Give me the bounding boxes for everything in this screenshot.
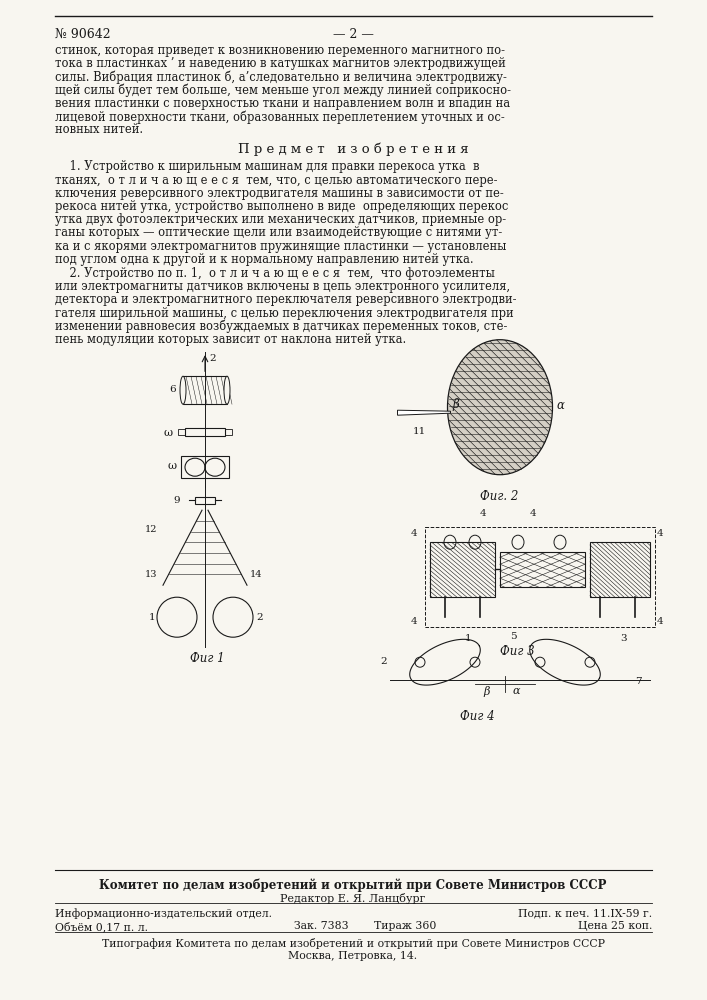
Text: новных нитей.: новных нитей. (55, 123, 143, 136)
Text: пень модуляции которых зависит от наклона нитей утка.: пень модуляции которых зависит от наклон… (55, 333, 407, 346)
Text: ω: ω (163, 428, 172, 438)
Text: — 2 —: — 2 — (332, 28, 373, 41)
Text: Москва, Петровка, 14.: Москва, Петровка, 14. (288, 951, 418, 961)
Text: 1: 1 (149, 613, 156, 622)
Text: 2. Устройство по п. 1,  о т л и ч а ю щ е е с я  тем,  что фотоэлементы: 2. Устройство по п. 1, о т л и ч а ю щ е… (55, 267, 495, 280)
Text: ω: ω (167, 461, 176, 471)
Polygon shape (397, 410, 450, 415)
Text: 4: 4 (657, 617, 664, 626)
Text: β: β (483, 686, 489, 697)
Text: силы. Вибрация пластинок б, а’следовательно и величина электродвижу-: силы. Вибрация пластинок б, а’следовател… (55, 70, 507, 84)
Text: ключения реверсивного электродвигателя машины в зависимости от пе-: ключения реверсивного электродвигателя м… (55, 187, 504, 200)
Text: изменении равновесия возбуждаемых в датчиках переменных токов, сте-: изменении равновесия возбуждаемых в датч… (55, 320, 508, 333)
Text: Подп. к печ. 11.IX-59 г.: Подп. к печ. 11.IX-59 г. (518, 908, 652, 918)
Bar (195, 497, 215, 504)
Text: Фиг 1: Фиг 1 (190, 652, 225, 665)
Text: вения пластинки с поверхностью ткани и направлением волн и впадин на: вения пластинки с поверхностью ткани и н… (55, 97, 510, 110)
Text: 14: 14 (250, 570, 262, 579)
Text: стинок, которая приведет к возникновению переменного магнитного по-: стинок, которая приведет к возникновению… (55, 44, 505, 57)
Text: Объём 0,17 п. л.: Объём 0,17 п. л. (55, 921, 148, 932)
Text: 3: 3 (620, 634, 626, 643)
Bar (425, 527, 655, 627)
Text: рекоса нитей утка, устройство выполнено в виде  определяющих перекос: рекоса нитей утка, устройство выполнено … (55, 200, 508, 213)
Bar (500, 552, 585, 587)
Text: 4: 4 (530, 509, 537, 518)
Text: Комитет по делам изобретений и открытий при Совете Министров СССР: Комитет по делам изобретений и открытий … (99, 878, 607, 892)
Text: Редактор Е. Я. Ланцбург: Редактор Е. Я. Ланцбург (280, 893, 426, 904)
Bar (590, 542, 650, 597)
Text: 1: 1 (465, 634, 472, 643)
Text: Информационно-издательский отдел.: Информационно-издательский отдел. (55, 908, 272, 919)
Text: ка и с якорями электромагнитов пружинящие пластинки — установлены: ка и с якорями электромагнитов пружинящи… (55, 240, 506, 253)
Text: или электромагниты датчиков включены в цепь электронного усилителя,: или электромагниты датчиков включены в ц… (55, 280, 510, 293)
Text: лицевой поверхности ткани, образованных переплетением уточных и ос-: лицевой поверхности ткани, образованных … (55, 110, 505, 123)
Text: гателя ширильной машины, с целью переключения электродвигателя при: гателя ширильной машины, с целью переклю… (55, 307, 513, 320)
Text: 9: 9 (173, 496, 180, 505)
Text: детектора и электромагнитного переключателя реверсивного электродви-: детектора и электромагнитного переключат… (55, 293, 517, 306)
Text: 7: 7 (635, 677, 642, 686)
Text: 4: 4 (411, 529, 418, 538)
Text: 6: 6 (169, 385, 175, 394)
Bar (185, 428, 225, 436)
Text: П р е д м е т   и з о б р е т е н и я: П р е д м е т и з о б р е т е н и я (238, 142, 468, 156)
Bar (178, 429, 185, 435)
Bar (430, 542, 495, 597)
Ellipse shape (224, 376, 230, 404)
Text: 1. Устройство к ширильным машинам для правки перекоса утка  в: 1. Устройство к ширильным машинам для пр… (55, 160, 479, 173)
Text: Цена 25 коп.: Цена 25 коп. (578, 921, 652, 931)
Text: 12: 12 (145, 525, 158, 534)
Text: щей силы будет тем больше, чем меньше угол между линией соприкосно-: щей силы будет тем больше, чем меньше уг… (55, 84, 511, 97)
Text: 5: 5 (510, 632, 517, 641)
Text: 4: 4 (411, 617, 418, 626)
Text: 4: 4 (480, 509, 486, 518)
Text: 2: 2 (209, 354, 216, 363)
Text: 4: 4 (657, 529, 664, 538)
Text: Типография Комитета по делам изобретений и открытий при Совете Министров СССР: Типография Комитета по делам изобретений… (102, 938, 604, 949)
Bar (181, 456, 229, 478)
Text: α: α (513, 686, 520, 696)
Text: 2: 2 (256, 613, 262, 622)
Text: Зак. 7383: Зак. 7383 (293, 921, 348, 931)
Text: тканях,  о т л и ч а ю щ е е с я  тем, что, с целью автоматического пере-: тканях, о т л и ч а ю щ е е с я тем, что… (55, 174, 498, 187)
Text: Фиг 3: Фиг 3 (500, 645, 534, 658)
Text: утка двух фотоэлектрических или механических датчиков, приемные ор-: утка двух фотоэлектрических или механиче… (55, 213, 506, 226)
Text: Фиг 4: Фиг 4 (460, 710, 495, 723)
Text: № 90642: № 90642 (55, 28, 110, 41)
Bar (225, 429, 232, 435)
Text: под углом одна к другой и к нормальному направлению нитей утка.: под углом одна к другой и к нормальному … (55, 253, 474, 266)
Bar (183, 376, 227, 404)
Text: тока в пластинках ’ и наведению в катушках магнитов электродвижущей: тока в пластинках ’ и наведению в катушк… (55, 57, 506, 70)
Ellipse shape (448, 340, 552, 475)
Text: α: α (556, 399, 564, 412)
Ellipse shape (180, 376, 186, 404)
Text: ганы которых — оптические щели или взаимодействующие с нитями ут-: ганы которых — оптические щели или взаим… (55, 226, 502, 239)
Text: 2: 2 (380, 657, 387, 666)
Text: 11: 11 (412, 427, 426, 436)
Text: Фиг. 2: Фиг. 2 (480, 490, 518, 503)
Text: Тираж 360: Тираж 360 (373, 921, 436, 931)
Text: β: β (452, 398, 460, 411)
Text: 13: 13 (145, 570, 158, 579)
